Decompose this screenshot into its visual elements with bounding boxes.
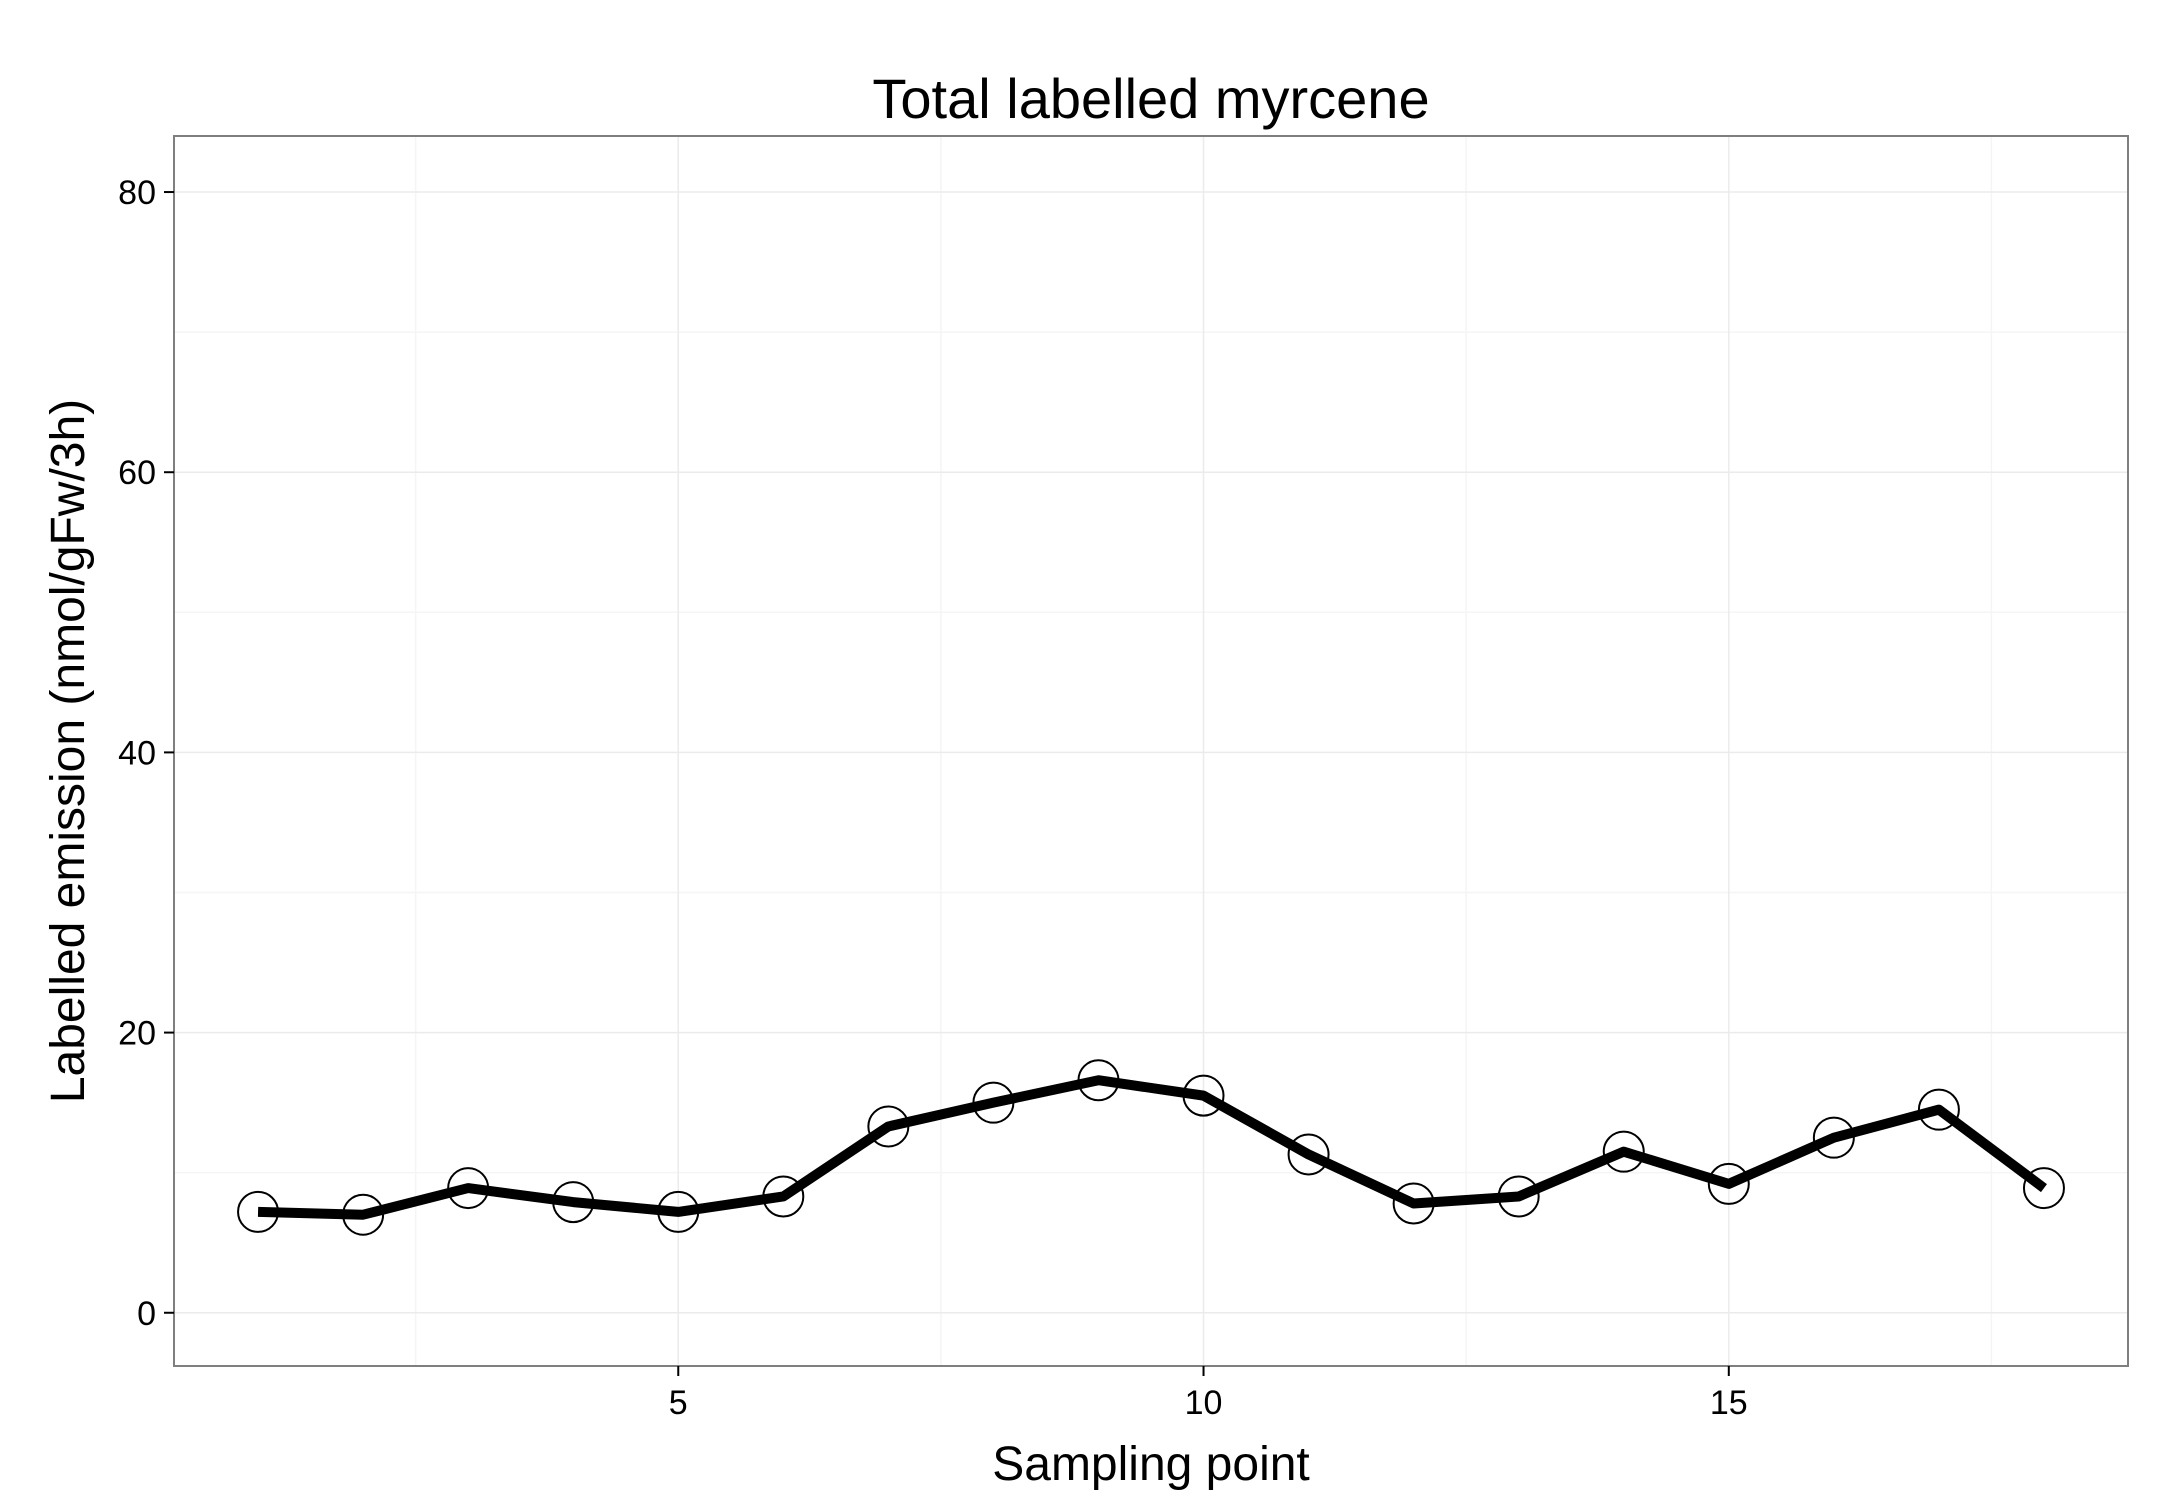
data-point: [1917, 1088, 1960, 1131]
panel-border: [173, 135, 2129, 1367]
chart-title: Total labelled myrcene: [872, 67, 1429, 130]
data-point: [1182, 1074, 1225, 1117]
axis-ticks: [164, 191, 1730, 1376]
minor-gridlines: [174, 136, 2128, 1366]
data-point: [342, 1193, 385, 1236]
y-tick-label: 80: [118, 174, 156, 212]
data-point: [237, 1190, 280, 1233]
x-axis-title: Sampling point: [992, 1438, 1310, 1491]
data-point: [1602, 1130, 1645, 1173]
y-tick-label: 60: [118, 454, 156, 492]
x-tick-label: 10: [1185, 1384, 1223, 1422]
axis-tick-labels: 5 10 15 0 20 40 60 80: [118, 174, 1748, 1422]
y-tick-label: 40: [118, 734, 156, 772]
y-axis-title: Labelled emission (nmol/gFw/3h): [42, 399, 95, 1103]
data-point: [1497, 1175, 1540, 1218]
data-point: [1707, 1162, 1750, 1205]
data-point: [1812, 1116, 1855, 1159]
data-markers: [237, 1059, 2065, 1236]
x-tick-label: 5: [669, 1384, 688, 1422]
data-point: [552, 1181, 595, 1224]
data-point: [1392, 1182, 1435, 1225]
series-line: [257, 1075, 2047, 1220]
data-point: [972, 1081, 1015, 1124]
data-point: [657, 1190, 700, 1233]
data-point: [447, 1167, 490, 1210]
y-tick-label: 0: [137, 1295, 156, 1333]
x-tick-label: 15: [1710, 1384, 1748, 1422]
data-point: [2022, 1167, 2065, 1210]
data-point: [867, 1105, 910, 1148]
series-line-group: [257, 1075, 2047, 1220]
data-point: [762, 1175, 805, 1218]
y-tick-label: 20: [118, 1015, 156, 1053]
major-gridlines: [174, 136, 2128, 1366]
data-point: [1077, 1059, 1120, 1102]
data-point: [1287, 1133, 1330, 1176]
